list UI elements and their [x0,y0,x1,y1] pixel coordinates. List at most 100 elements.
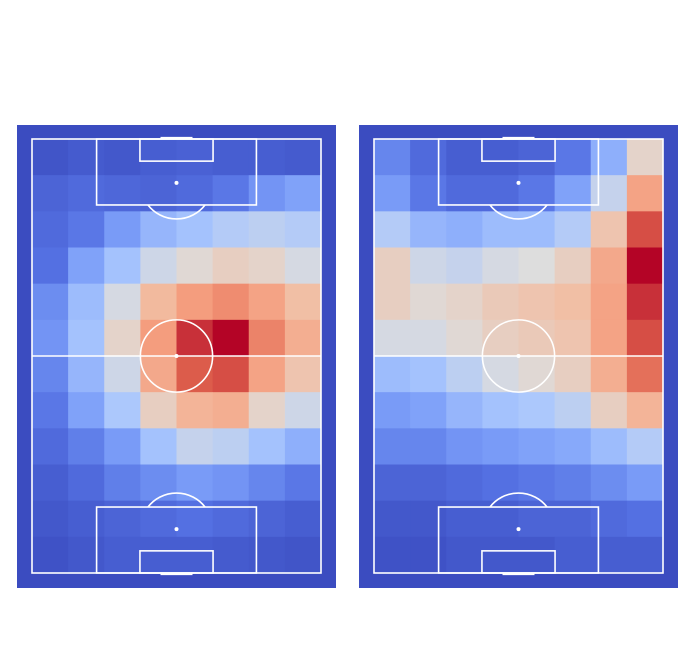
heatmap-cell [410,283,447,321]
heatmap-cell [32,247,69,285]
heatmap-cell [104,175,141,212]
heatmap-cell [626,283,664,321]
heatmap-cell [482,500,519,538]
heatmap-cell [176,392,214,429]
heatmap-cell [626,211,664,248]
heatmap-cell [482,175,519,212]
heatmap-cell [68,500,105,538]
heatmap-cell [374,500,411,538]
heatmap-pitch-right [359,125,678,588]
pitch-markings [373,136,664,576]
heatmap-cell [68,536,105,574]
heatmap-cell [248,139,286,176]
heatmap-cell [68,139,105,176]
heatmap-cell [32,211,69,248]
heatmap-cell [104,392,141,429]
heatmap-cell [32,139,69,176]
heatmap-cell [518,283,556,321]
heatmap-pitch-left [17,125,336,588]
heatmap-cell [104,319,141,357]
heatmap-cell [410,175,447,212]
heatmap-cell [410,211,447,248]
heatmap-cell [518,175,556,212]
heatmap-cell [374,283,411,321]
heatmap-cell [284,428,322,465]
heatmap-cell [590,139,628,176]
heatmap-cell [626,175,664,212]
heatmap-cell [176,283,214,321]
heatmap-cell [374,139,411,176]
heatmap-cell [518,536,556,574]
heatmap-cell [284,283,322,321]
heatmap-cell [248,319,286,357]
heatmap-cell [176,319,214,357]
heatmap-cell [518,139,556,176]
penalty-spot-top [516,180,521,185]
heatmap-cell [68,247,105,285]
heatmap-cell [104,464,141,502]
heatmap-cell [68,464,105,502]
heatmap-cell [32,392,69,429]
heatmap-cell [410,356,447,393]
heatmap-cell [518,464,556,502]
heatmap-svg-left [17,125,336,588]
heatmap-cell [284,392,322,429]
heatmap-cell [212,428,250,465]
heatmap-cell [284,139,322,176]
heatmap-cell [104,356,141,393]
heatmap-cell [140,464,177,502]
pitch-markings [31,136,322,576]
heatmap-cell [518,319,556,357]
heatmap-cell [68,392,105,429]
heatmap-cell [176,500,214,538]
heatmap-cell [554,392,592,429]
heatmap-cell [446,464,483,502]
heatmap-cell [374,247,411,285]
center-circle [139,319,214,393]
heatmap-cell [176,464,214,502]
heatmap-cell [446,283,483,321]
heatmap-cell [446,175,483,212]
heatmap-cell [518,247,556,285]
heatmap-cell [482,283,519,321]
heatmap-cell [446,428,483,465]
heatmap-cell [284,536,322,574]
heatmap-cell [482,139,519,176]
heatmap-cell [410,247,447,285]
heatmap-cell [284,211,322,248]
heatmap-cell [212,319,250,357]
center-spot [174,354,179,359]
heatmap-cell [140,247,177,285]
heatmap-cell [32,283,69,321]
heatmap-cell [104,428,141,465]
heatmap-cell [140,428,177,465]
heatmap-cell [212,283,250,321]
heatmap-cell [482,392,519,429]
heatmap-cell [140,139,177,176]
heatmap-cell [140,175,177,212]
heatmap-cell [284,247,322,285]
heatmap-cell [554,500,592,538]
heatmap-cell [104,283,141,321]
heatmap-cell [248,500,286,538]
heatmap-cell [284,175,322,212]
heatmap-cell [410,319,447,357]
heatmap-cell [212,247,250,285]
heatmap-cell [176,536,214,574]
heatmap-cell [626,464,664,502]
penalty-arc-bottom [489,492,548,508]
heatmap-cell [68,211,105,248]
heatmap-cell [140,356,177,393]
heatmap-cell [410,428,447,465]
heatmap-cell [284,500,322,538]
heatmap-cell [68,319,105,357]
heatmap-cell [482,536,519,574]
heatmap-cell [32,464,69,502]
heatmap-cell [590,175,628,212]
heatmap-cell [212,356,250,393]
heatmap-cell [374,536,411,574]
heatmap-cell [248,464,286,502]
heatmap-cell [518,211,556,248]
heatmap-cell [446,139,483,176]
heatmap-cell [140,500,177,538]
